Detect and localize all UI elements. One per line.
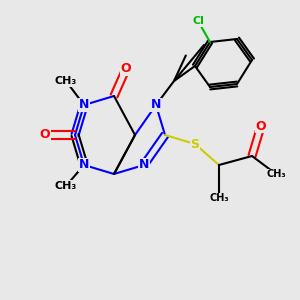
Text: O: O [40, 128, 50, 142]
Text: O: O [256, 119, 266, 133]
Text: N: N [79, 158, 89, 172]
Text: CH₃: CH₃ [266, 169, 286, 179]
Text: N: N [79, 98, 89, 112]
Text: S: S [190, 137, 200, 151]
Text: N: N [139, 158, 149, 172]
Text: CH₃: CH₃ [55, 181, 77, 191]
Text: CH₃: CH₃ [209, 193, 229, 203]
Text: Cl: Cl [192, 16, 204, 26]
Text: O: O [121, 62, 131, 76]
Text: N: N [151, 98, 161, 112]
Text: CH₃: CH₃ [55, 76, 77, 86]
